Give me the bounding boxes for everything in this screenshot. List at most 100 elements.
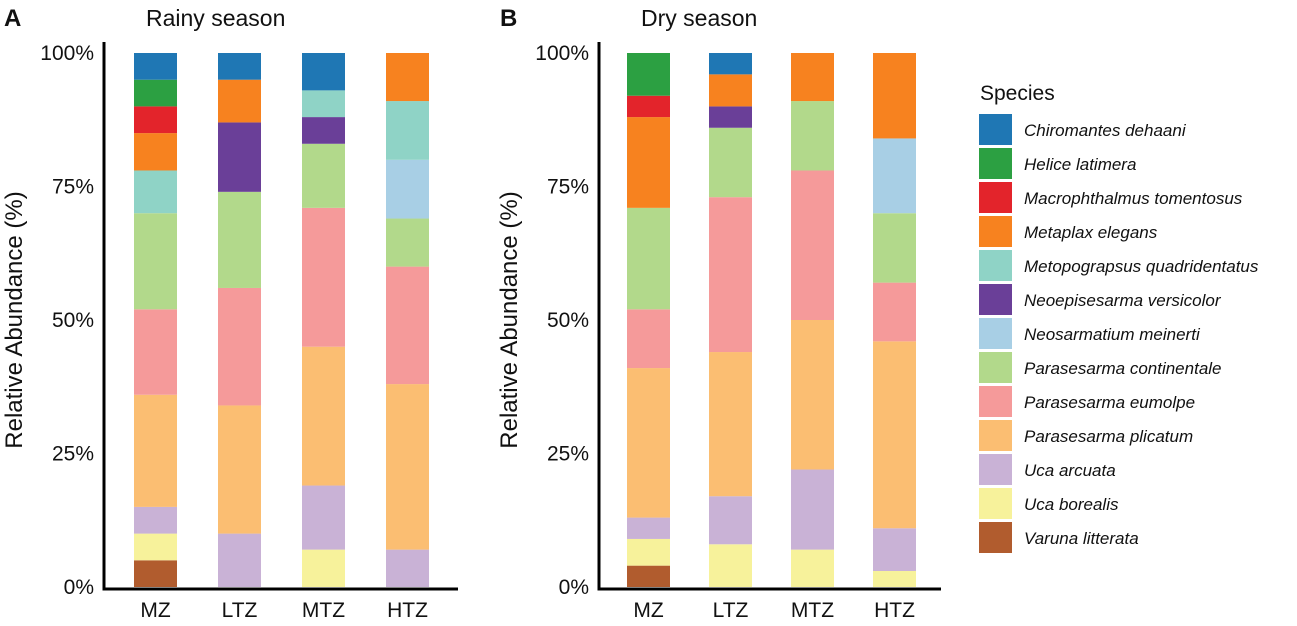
y-tick-label-25-: 25% (547, 443, 589, 466)
bar-mz-metaplax-elegans (134, 133, 177, 171)
bar-mtz-metaplax-elegans (791, 53, 834, 102)
bar-mz-macrophthalmus-tomentosus (627, 95, 670, 118)
legend-label-parasesarma-plicatum: Parasesarma plicatum (1024, 427, 1193, 446)
y-tick-label-75-: 75% (52, 176, 94, 199)
bar-ltz-neoepisesarma-versicolor (218, 122, 261, 192)
bar-mz-parasesarma-plicatum (134, 394, 177, 507)
bar-mz-uca-borealis (627, 538, 670, 566)
x-categories-b: MZ LTZ MTZ HTZ (633, 599, 915, 622)
panel-title-rainy: Rainy season (146, 5, 285, 31)
bar-mtz-uca-borealis (302, 549, 345, 587)
bar-htz-parasesarma-continentale (386, 218, 429, 267)
legend-swatch-parasesarma-plicatum (979, 420, 1012, 451)
bar-htz-uca-borealis (873, 570, 916, 587)
bar-htz-neosarmatium-meinerti (873, 138, 916, 214)
bar-mz-varuna-litterata (134, 560, 177, 587)
bar-mtz-parasesarma-eumolpe (791, 170, 834, 320)
x-categories-a: MZ LTZ MTZ HTZ (140, 599, 428, 622)
y-tick-label-0-: 0% (64, 576, 94, 599)
bar-mtz-parasesarma-eumolpe (302, 207, 345, 347)
bar-mtz-parasesarma-continentale (302, 143, 345, 208)
legend-swatch-helice-latimera (979, 148, 1012, 179)
legend-label-parasesarma-continentale: Parasesarma continentale (1024, 359, 1222, 378)
bar-ltz-uca-arcuata (709, 496, 752, 545)
y-tick-label-100-: 100% (40, 42, 94, 65)
legend-swatch-chiromantes-dehaani (979, 114, 1012, 145)
bar-ltz-chiromantes-dehaani (709, 53, 752, 75)
legend-label-neoepisesarma-versicolor: Neoepisesarma versicolor (1024, 291, 1222, 310)
panel-letter-a: A (4, 5, 21, 32)
bar-mz-chiromantes-dehaani (134, 53, 177, 80)
x-tick-label-htz: HTZ (874, 599, 915, 621)
bar-mz-varuna-litterata (627, 565, 670, 587)
bar-mtz-parasesarma-continentale (791, 101, 834, 171)
legend-swatch-uca-arcuata (979, 454, 1012, 485)
legend-label-metopograpsus-quadridentatus: Metopograpsus quadridentatus (1024, 257, 1259, 276)
legend-swatch-parasesarma-continentale (979, 352, 1012, 383)
bar-htz-metopograpsus-quadridentatus (386, 101, 429, 160)
bar-mz-uca-borealis (134, 533, 177, 561)
y-tick-label-50-: 50% (547, 309, 589, 332)
x-tick-label-mz: MZ (633, 599, 663, 621)
y-ticks-b: 0% 25% 50% 75% 100% (535, 42, 589, 599)
bars-group-b (627, 53, 916, 587)
bars-group-a (134, 53, 429, 587)
legend-swatch-uca-borealis (979, 488, 1012, 519)
bar-ltz-parasesarma-continentale (709, 127, 752, 198)
bar-ltz-chiromantes-dehaani (218, 53, 261, 80)
bar-mz-helice-latimera (627, 53, 670, 96)
y-tick-label-50-: 50% (52, 309, 94, 332)
bar-mz-metaplax-elegans (627, 117, 670, 208)
x-tick-label-ltz: LTZ (713, 599, 749, 621)
legend-swatch-macrophthalmus-tomentosus (979, 182, 1012, 213)
bar-mz-helice-latimera (134, 79, 177, 107)
x-tick-label-ltz: LTZ (222, 599, 258, 621)
bar-ltz-parasesarma-plicatum (709, 352, 752, 497)
legend-label-uca-arcuata: Uca arcuata (1024, 461, 1116, 480)
x-tick-label-mtz: MTZ (791, 599, 834, 621)
bar-htz-parasesarma-eumolpe (873, 282, 916, 342)
bar-htz-parasesarma-plicatum (873, 341, 916, 529)
bar-ltz-neoepisesarma-versicolor (709, 106, 752, 128)
y-ticks-a: 0% 25% 50% 75% 100% (40, 42, 94, 599)
x-tick-label-htz: HTZ (387, 599, 428, 621)
legend-swatch-varuna-litterata (979, 522, 1012, 553)
panel-dry-season: B Dry season Relative Abundance (%) 0% 25… (496, 5, 941, 622)
legend-swatch-parasesarma-eumolpe (979, 386, 1012, 417)
bar-ltz-parasesarma-plicatum (218, 405, 261, 534)
bar-mtz-uca-arcuata (791, 469, 834, 550)
panel-rainy-season: A Rainy season Relative Abundance (%) 0%… (1, 5, 458, 622)
y-tick-label-25-: 25% (52, 443, 94, 466)
legend-swatch-metaplax-elegans (979, 216, 1012, 247)
y-tick-label-100-: 100% (535, 42, 589, 65)
legend-label-varuna-litterata: Varuna litterata (1024, 529, 1139, 548)
bar-mtz-parasesarma-plicatum (791, 320, 834, 470)
legend-label-macrophthalmus-tomentosus: Macrophthalmus tomentosus (1024, 189, 1243, 208)
legend-label-metaplax-elegans: Metaplax elegans (1024, 223, 1158, 242)
bar-mz-parasesarma-continentale (627, 207, 670, 310)
bar-htz-parasesarma-continentale (873, 213, 916, 283)
bar-ltz-parasesarma-continentale (218, 191, 261, 288)
bar-htz-metaplax-elegans (386, 53, 429, 102)
y-axis-title-b: Relative Abundance (%) (496, 191, 523, 448)
bar-mz-uca-arcuata (627, 517, 670, 539)
bar-mz-parasesarma-plicatum (627, 368, 670, 518)
legend-swatch-neosarmatium-meinerti (979, 318, 1012, 349)
bar-ltz-parasesarma-eumolpe (218, 287, 261, 406)
bar-mtz-uca-arcuata (302, 485, 345, 550)
bar-ltz-metaplax-elegans (218, 79, 261, 123)
legend-title: Species (980, 82, 1055, 105)
x-tick-label-mz: MZ (140, 599, 170, 621)
bar-mz-parasesarma-eumolpe (627, 309, 670, 369)
legend-label-parasesarma-eumolpe: Parasesarma eumolpe (1024, 393, 1195, 412)
legend-label-helice-latimera: Helice latimera (1024, 155, 1136, 174)
bar-ltz-metaplax-elegans (709, 74, 752, 107)
bar-htz-uca-arcuata (386, 549, 429, 587)
legend-label-uca-borealis: Uca borealis (1024, 495, 1119, 514)
bar-mz-metopograpsus-quadridentatus (134, 170, 177, 214)
bar-ltz-parasesarma-eumolpe (709, 197, 752, 353)
y-tick-label-0-: 0% (559, 576, 589, 599)
bar-mz-macrophthalmus-tomentosus (134, 106, 177, 134)
